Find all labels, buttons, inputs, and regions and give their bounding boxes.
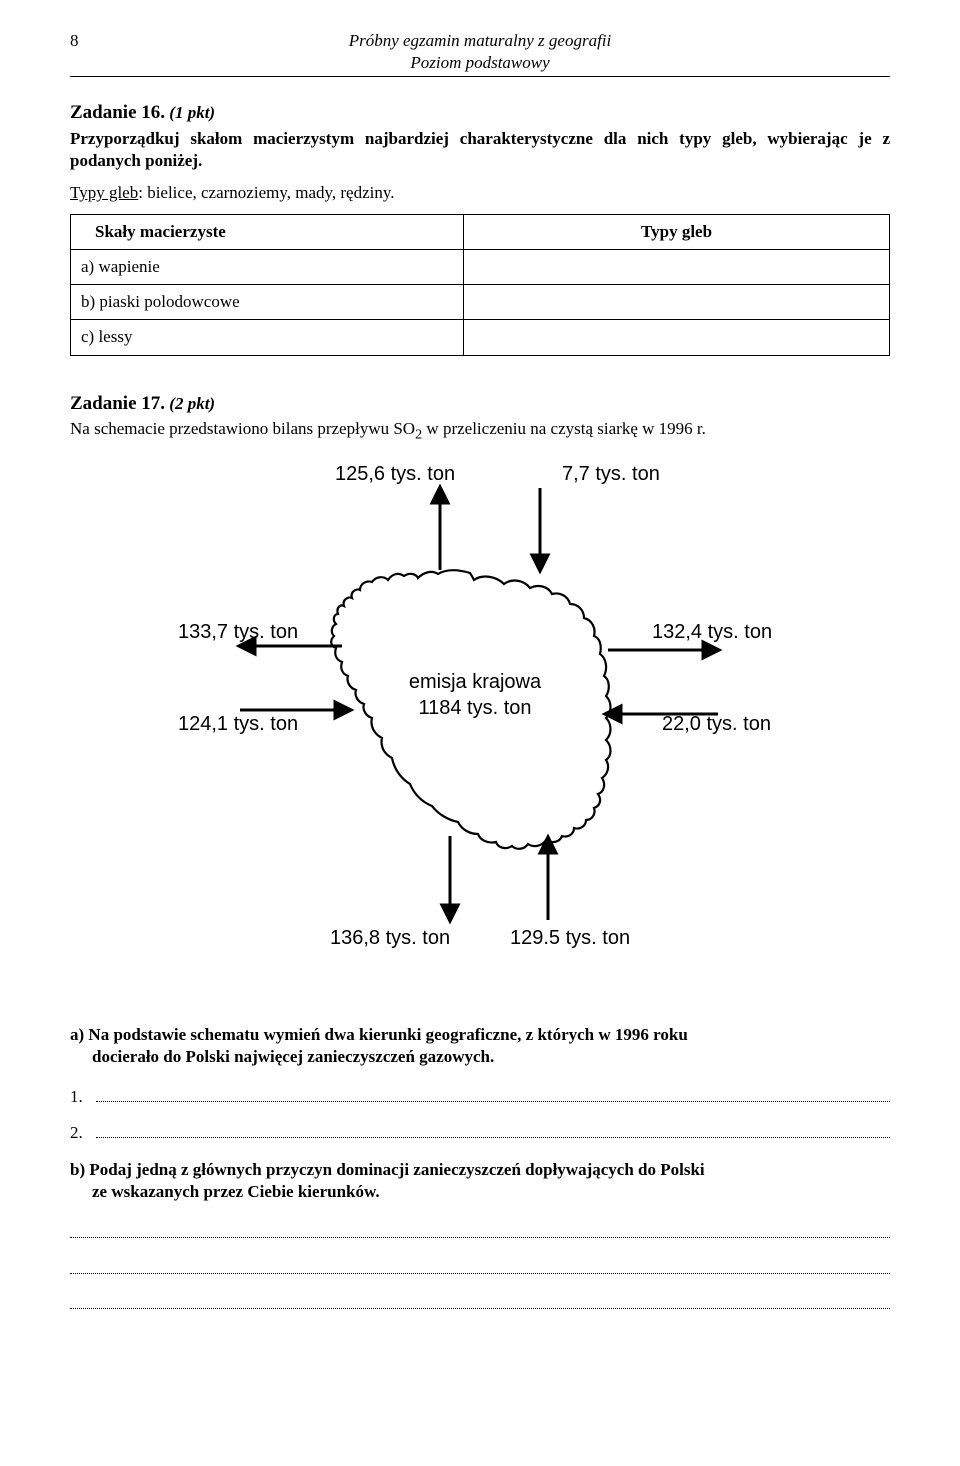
task16-prompt: Przyporządkuj skałom macierzystym najbar… — [70, 128, 890, 172]
task-17: Zadanie 17. (2 pkt) Na schemacie przedst… — [70, 392, 890, 1310]
task17-subq-b: b) Podaj jedną z głównych przyczyn domin… — [70, 1159, 890, 1203]
task17-points: (2 pkt) — [169, 394, 215, 413]
answer-line-2[interactable]: 2. — [70, 1122, 890, 1144]
task16-types-list: : bielice, czarnoziemy, mady, rędziny. — [138, 183, 394, 202]
answer2-field[interactable] — [96, 1125, 890, 1139]
table-header-row: Skały macierzyste Typy gleb — [71, 215, 890, 250]
answer-b-line1[interactable] — [70, 1225, 890, 1239]
table-row: c) lessy — [71, 320, 890, 355]
page-number: 8 — [70, 30, 110, 52]
task17-prompt-prefix: Na schemacie przedstawiono bilans przepł… — [70, 419, 415, 438]
row-b-input[interactable] — [464, 285, 890, 320]
arrow-label-bot_in: 129.5 tys. ton — [510, 927, 630, 949]
header-title: Próbny egzamin maturalny z geografii Poz… — [110, 30, 850, 74]
center-label-1: emisja krajowa — [409, 671, 542, 693]
center-label-2: 1184 tys. ton — [418, 697, 531, 719]
answer1-field[interactable] — [96, 1089, 890, 1103]
task17-b-line2: ze wskazanych przez Ciebie kierunków. — [70, 1181, 890, 1203]
answer-b-line3[interactable] — [70, 1296, 890, 1310]
task16-types-label: Typy gleb — [70, 183, 138, 202]
task17-b-line1: b) Podaj jedną z głównych przyczyn domin… — [70, 1160, 705, 1179]
row-a-input[interactable] — [464, 250, 890, 285]
task17-prompt: Na schemacie przedstawiono bilans przepł… — [70, 418, 890, 444]
task17-prompt-suffix: w przeliczeniu na czystą siarkę w 1996 r… — [422, 419, 706, 438]
arrow-label-left_in: 124,1 tys. ton — [178, 713, 298, 735]
arrow-label-right_in: 22,0 tys. ton — [662, 713, 771, 735]
arrow-label-left_out: 133,7 tys. ton — [178, 621, 298, 643]
row-c-label: c) lessy — [71, 320, 464, 355]
task17-heading: Zadanie 17. — [70, 393, 165, 414]
arrow-label-top_out: 125,6 tys. ton — [335, 463, 455, 485]
header-line2: Poziom podstawowy — [410, 53, 549, 72]
answer2-num: 2. — [70, 1122, 92, 1144]
col2-header: Typy gleb — [464, 215, 890, 250]
table-row: a) wapienie — [71, 250, 890, 285]
task16-types: Typy gleb: bielice, czarnoziemy, mady, r… — [70, 182, 890, 204]
page-header: 8 Próbny egzamin maturalny z geografii P… — [70, 30, 890, 77]
task-16: Zadanie 16. (1 pkt) Przyporządkuj skałom… — [70, 101, 890, 355]
so2-svg: emisja krajowa 1184 tys. ton 125,6 tys. to… — [170, 458, 790, 978]
header-line1: Próbny egzamin maturalny z geografii — [349, 31, 612, 50]
soil-table: Skały macierzyste Typy gleb a) wapienie … — [70, 214, 890, 355]
row-b-label: b) piaski polodowcowe — [71, 285, 464, 320]
arrow-label-bot_out: 136,8 tys. ton — [330, 927, 450, 949]
col1-header: Skały macierzyste — [71, 215, 464, 250]
answer1-num: 1. — [70, 1086, 92, 1108]
table-row: b) piaski polodowcowe — [71, 285, 890, 320]
arrow-label-right_out: 132,4 tys. ton — [652, 621, 772, 643]
task16-heading: Zadanie 16. — [70, 102, 165, 123]
arrow-label-top_in: 7,7 tys. ton — [562, 463, 660, 485]
answer-b-line2[interactable] — [70, 1260, 890, 1274]
so2-diagram: emisja krajowa 1184 tys. ton 125,6 tys. to… — [70, 458, 890, 984]
row-c-input[interactable] — [464, 320, 890, 355]
task17-a-line1: a) Na podstawie schematu wymień dwa kier… — [70, 1025, 688, 1044]
row-a-label: a) wapienie — [71, 250, 464, 285]
task17-a-line2: docierało do Polski najwięcej zanieczysz… — [70, 1046, 890, 1068]
task16-points: (1 pkt) — [169, 103, 215, 122]
answer-line-1[interactable]: 1. — [70, 1086, 890, 1108]
task17-subq-a: a) Na podstawie schematu wymień dwa kier… — [70, 1024, 890, 1068]
